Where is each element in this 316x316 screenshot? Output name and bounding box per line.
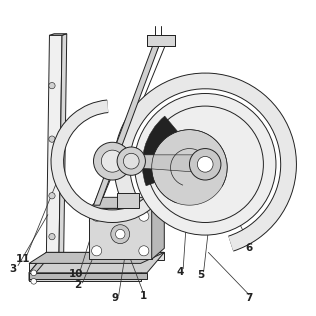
Circle shape: [49, 193, 55, 199]
Circle shape: [116, 229, 125, 239]
Text: 1: 1: [140, 291, 148, 301]
Polygon shape: [89, 197, 164, 208]
Text: 11: 11: [15, 254, 30, 264]
Polygon shape: [51, 100, 174, 222]
Polygon shape: [46, 35, 62, 260]
Polygon shape: [117, 193, 139, 208]
Wedge shape: [142, 116, 205, 186]
Circle shape: [111, 225, 130, 244]
Polygon shape: [94, 40, 161, 205]
Text: 5: 5: [197, 270, 204, 280]
Polygon shape: [46, 252, 164, 260]
Text: 9: 9: [112, 293, 119, 303]
Circle shape: [117, 147, 145, 175]
Polygon shape: [131, 155, 197, 172]
Polygon shape: [152, 197, 164, 259]
Circle shape: [49, 234, 55, 240]
Polygon shape: [147, 35, 175, 46]
Circle shape: [92, 211, 102, 221]
Text: 4: 4: [176, 267, 184, 277]
Polygon shape: [89, 208, 152, 259]
Polygon shape: [29, 273, 147, 279]
Polygon shape: [29, 264, 141, 281]
Circle shape: [123, 153, 139, 169]
Circle shape: [92, 246, 102, 256]
Text: 2: 2: [74, 280, 82, 290]
Text: 3: 3: [10, 264, 17, 274]
Polygon shape: [152, 130, 227, 205]
Polygon shape: [114, 73, 296, 251]
Text: 7: 7: [246, 293, 253, 303]
Polygon shape: [29, 252, 46, 281]
Circle shape: [31, 278, 37, 284]
Circle shape: [197, 156, 213, 172]
Polygon shape: [50, 34, 67, 35]
Circle shape: [94, 142, 131, 180]
Circle shape: [101, 150, 123, 172]
Circle shape: [49, 136, 55, 142]
Circle shape: [139, 246, 149, 256]
Polygon shape: [59, 34, 67, 260]
Text: 10: 10: [69, 270, 83, 279]
Circle shape: [139, 211, 149, 221]
Circle shape: [49, 82, 55, 89]
Polygon shape: [29, 252, 164, 273]
Circle shape: [190, 149, 221, 180]
Circle shape: [134, 94, 276, 235]
Circle shape: [31, 270, 37, 276]
Polygon shape: [29, 252, 164, 264]
Text: 6: 6: [246, 243, 253, 253]
